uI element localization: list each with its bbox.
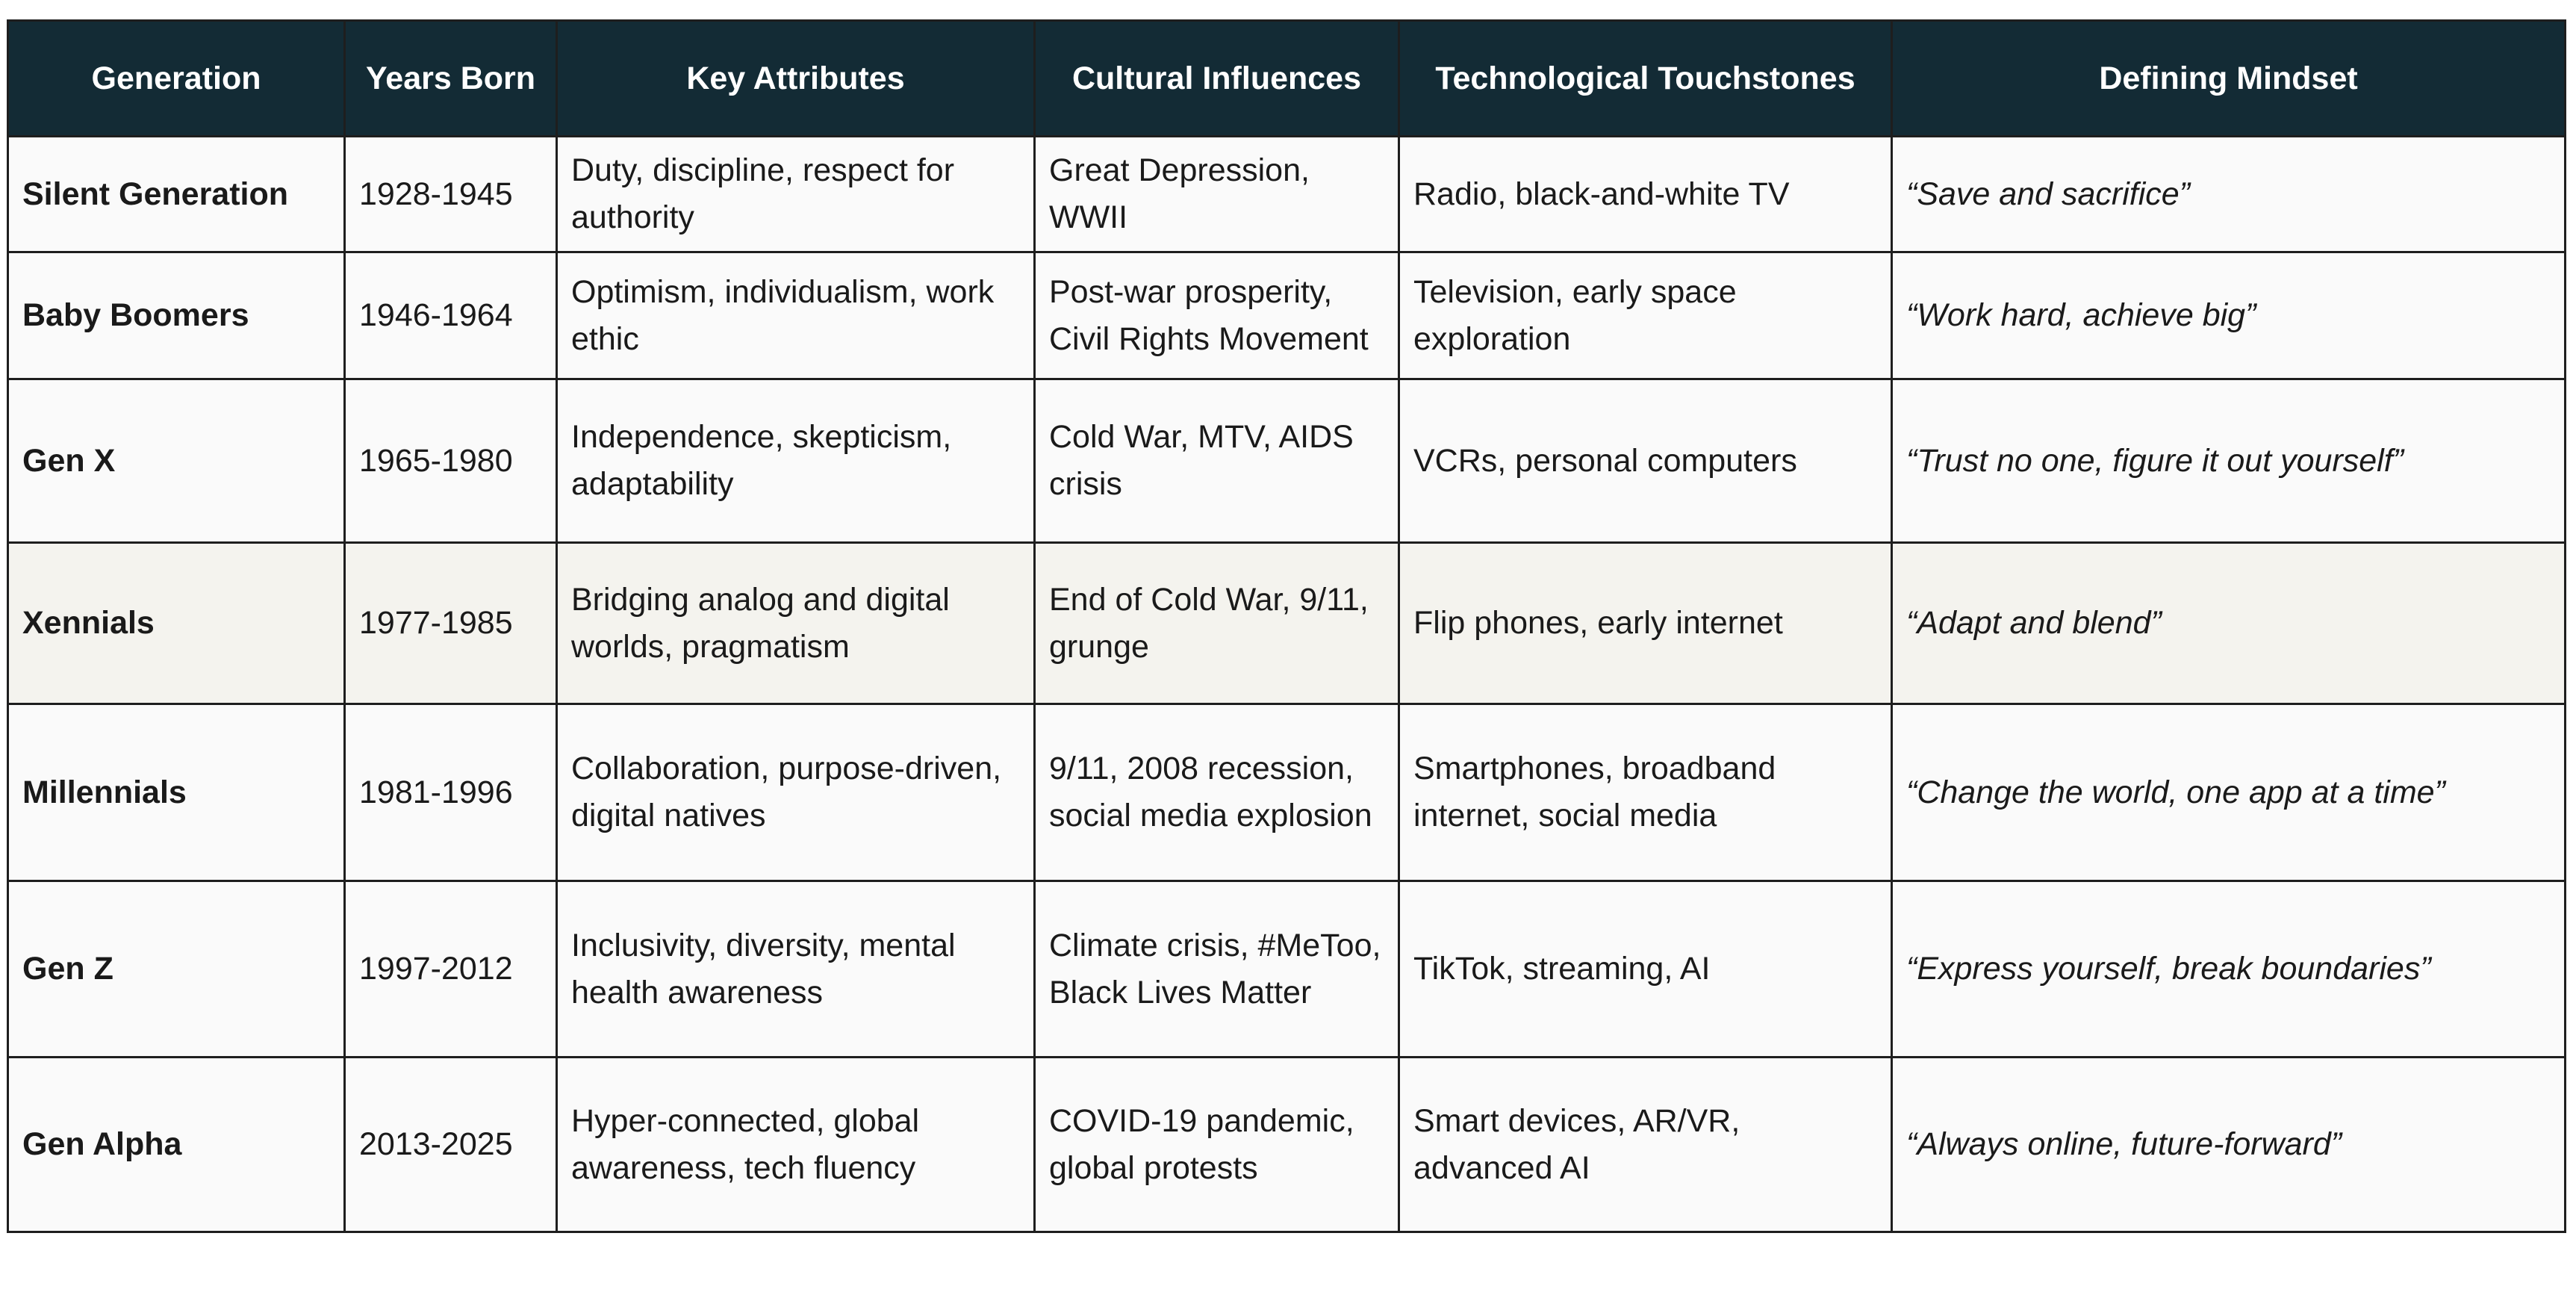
defining-mindset-cell: “Change the world, one app at a time” <box>1891 703 2566 882</box>
table-row: Gen Z 1997-2012 Inclusivity, diversity, me… <box>7 880 2566 1058</box>
years-born-cell: 1965-1980 <box>343 378 558 544</box>
header-row: Generation Years Born Key Attributes Cultur… <box>7 19 2566 137</box>
defining-mindset-cell: “Always online, future-forward” <box>1891 1056 2566 1233</box>
table-row: Gen Alpha 2013-2025 Hyper-connected, globa… <box>7 1056 2566 1233</box>
generation-cell: Silent Generation <box>7 135 346 253</box>
key-attributes-cell: Independence, skepticism, adaptability <box>556 378 1036 544</box>
tech-touchstones-cell: Radio, black-and-white TV <box>1398 135 1893 253</box>
years-born-cell: 1977-1985 <box>343 541 558 705</box>
generation-cell: Gen Z <box>7 880 346 1058</box>
defining-mindset-cell: “Save and sacrifice” <box>1891 135 2566 253</box>
table-row: Xennials 1977-1985 Bridging analog and dig… <box>7 541 2566 705</box>
generation-cell: Baby Boomers <box>7 251 346 380</box>
years-born-cell: 1946-1964 <box>343 251 558 380</box>
tech-touchstones-cell: Flip phones, early internet <box>1398 541 1893 705</box>
years-born-cell: 1981-1996 <box>343 703 558 882</box>
defining-mindset-cell: “Express yourself, break boundaries” <box>1891 880 2566 1058</box>
generation-cell: Gen X <box>7 378 346 544</box>
column-header: Years Born <box>343 19 558 137</box>
column-header: Key Attributes <box>556 19 1036 137</box>
generation-cell: Millennials <box>7 703 346 882</box>
key-attributes-cell: Duty, discipline, respect for authority <box>556 135 1036 253</box>
generation-cell: Gen Alpha <box>7 1056 346 1233</box>
generations-table: Generation Years Born Key Attributes Cultur… <box>7 19 2566 1233</box>
cultural-influences-cell: COVID-19 pandemic, global protests <box>1033 1056 1400 1233</box>
generation-cell: Xennials <box>7 541 346 705</box>
table-row: Gen X 1965-1980 Independence, skepticism, … <box>7 378 2566 544</box>
column-header: Cultural Influences <box>1033 19 1400 137</box>
years-born-cell: 1928-1945 <box>343 135 558 253</box>
key-attributes-cell: Bridging analog and digital worlds, prag… <box>556 541 1036 705</box>
column-header: Defining Mindset <box>1891 19 2566 137</box>
table-row: Millennials 1981-1996 Collaboration, purpo… <box>7 703 2566 882</box>
cultural-influences-cell: End of Cold War, 9/11, grunge <box>1033 541 1400 705</box>
table-row: Baby Boomers 1946-1964 Optimism, individua… <box>7 251 2566 380</box>
defining-mindset-cell: “Work hard, achieve big” <box>1891 251 2566 380</box>
cultural-influences-cell: 9/11, 2008 recession, social media explo… <box>1033 703 1400 882</box>
defining-mindset-cell: “Trust no one, figure it out yourself” <box>1891 378 2566 544</box>
column-header: Generation <box>7 19 346 137</box>
cultural-influences-cell: Post-war prosperity, Civil Rights Moveme… <box>1033 251 1400 380</box>
column-header: Technological Touchstones <box>1398 19 1893 137</box>
years-born-cell: 1997-2012 <box>343 880 558 1058</box>
key-attributes-cell: Optimism, individualism, work ethic <box>556 251 1036 380</box>
defining-mindset-cell: “Adapt and blend” <box>1891 541 2566 705</box>
tech-touchstones-cell: Smartphones, broadband internet, social … <box>1398 703 1893 882</box>
years-born-cell: 2013-2025 <box>343 1056 558 1233</box>
key-attributes-cell: Hyper-connected, global awareness, tech … <box>556 1056 1036 1233</box>
cultural-influences-cell: Cold War, MTV, AIDS crisis <box>1033 378 1400 544</box>
cultural-influences-cell: Great Depression, WWII <box>1033 135 1400 253</box>
tech-touchstones-cell: Television, early space exploration <box>1398 251 1893 380</box>
key-attributes-cell: Inclusivity, diversity, mental health aw… <box>556 880 1036 1058</box>
tech-touchstones-cell: Smart devices, AR/VR, advanced AI <box>1398 1056 1893 1233</box>
tech-touchstones-cell: TikTok, streaming, AI <box>1398 880 1893 1058</box>
tech-touchstones-cell: VCRs, personal computers <box>1398 378 1893 544</box>
key-attributes-cell: Collaboration, purpose-driven, digital n… <box>556 703 1036 882</box>
cultural-influences-cell: Climate crisis, #MeToo, Black Lives Matt… <box>1033 880 1400 1058</box>
table-row: Silent Generation 1928-1945 Duty, discipli… <box>7 135 2566 253</box>
